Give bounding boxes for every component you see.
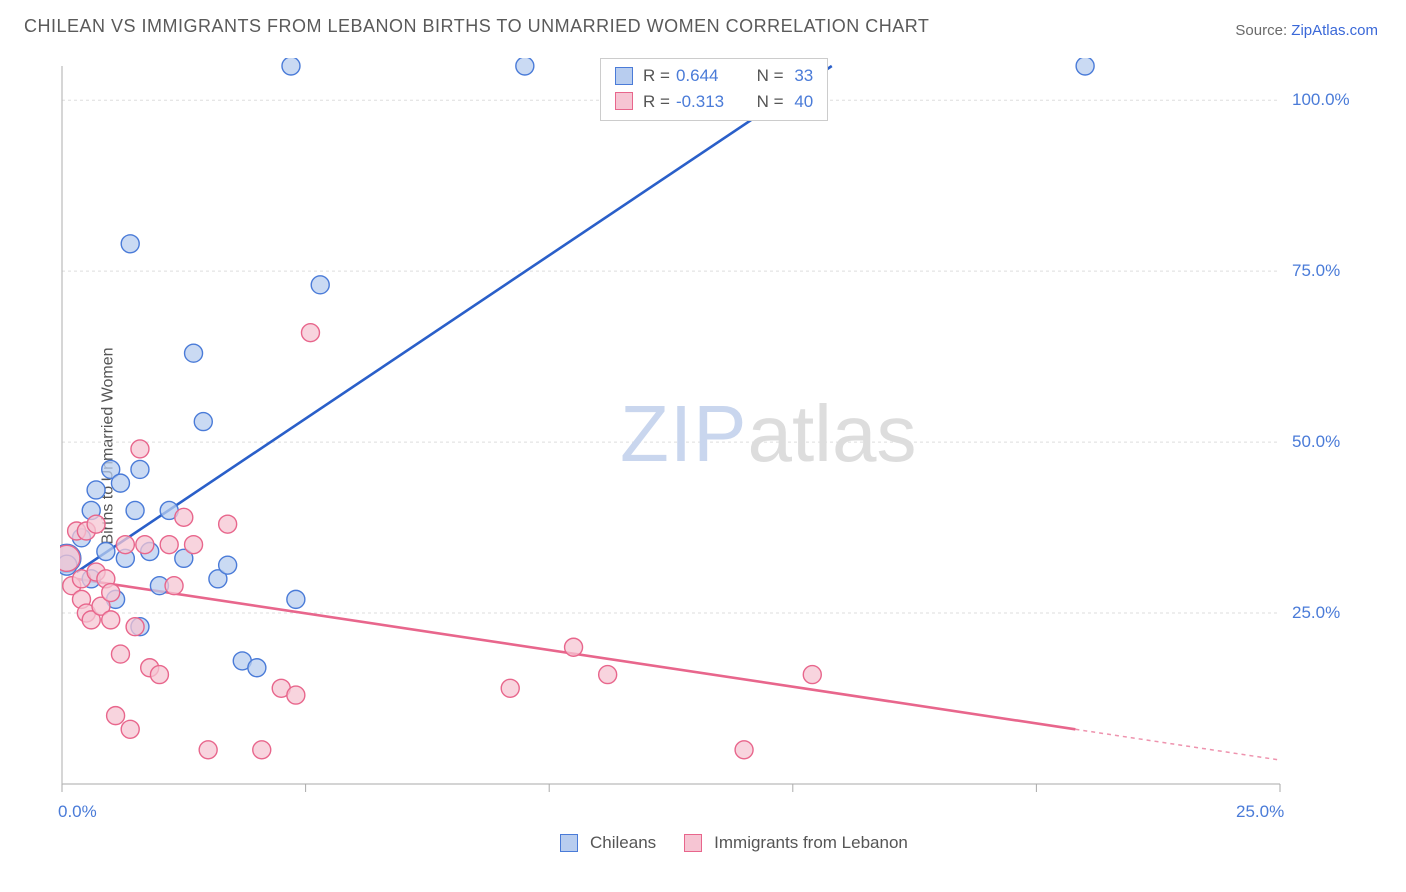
- legend-label: Chileans: [590, 833, 656, 853]
- data-point: [121, 720, 139, 738]
- data-point: [219, 515, 237, 533]
- data-point: [111, 645, 129, 663]
- data-point: [150, 666, 168, 684]
- n-value: 33: [790, 63, 814, 89]
- series-swatch: [615, 92, 633, 110]
- data-point: [131, 460, 149, 478]
- data-point: [107, 707, 125, 725]
- stats-row: R =0.644 N = 33: [615, 63, 813, 89]
- y-tick-label: 100.0%: [1292, 90, 1350, 110]
- data-point: [803, 666, 821, 684]
- series-swatch: [615, 67, 633, 85]
- data-point: [165, 577, 183, 595]
- data-point: [102, 611, 120, 629]
- legend-label: Immigrants from Lebanon: [714, 833, 908, 853]
- data-point: [501, 679, 519, 697]
- data-point: [599, 666, 617, 684]
- scatter-chart: ZIPatlas R =0.644 N = 33R =-0.313 N = 40…: [60, 58, 1340, 828]
- data-point: [311, 276, 329, 294]
- data-point: [87, 481, 105, 499]
- chart-svg: [60, 58, 1340, 828]
- y-tick-label: 50.0%: [1292, 432, 1340, 452]
- stats-row: R =-0.313 N = 40: [615, 89, 813, 115]
- correlation-stats-box: R =0.644 N = 33R =-0.313 N = 40: [600, 58, 828, 121]
- data-point: [301, 324, 319, 342]
- r-label: R =: [643, 63, 670, 89]
- data-point: [175, 508, 193, 526]
- data-point: [126, 501, 144, 519]
- data-point: [160, 536, 178, 554]
- chart-title: CHILEAN VS IMMIGRANTS FROM LEBANON BIRTH…: [24, 16, 929, 37]
- data-point: [116, 536, 134, 554]
- data-point: [194, 413, 212, 431]
- data-point: [735, 741, 753, 759]
- series-legend: Chileans Immigrants from Lebanon: [560, 833, 908, 853]
- series-swatch: [684, 834, 702, 852]
- source-label: Source:: [1235, 22, 1291, 39]
- data-point: [60, 545, 80, 571]
- series-swatch: [560, 834, 578, 852]
- data-point: [287, 686, 305, 704]
- r-label: R =: [643, 89, 670, 115]
- n-value: 40: [790, 89, 814, 115]
- data-point: [102, 584, 120, 602]
- data-point: [121, 235, 139, 253]
- data-point: [253, 741, 271, 759]
- data-point: [287, 590, 305, 608]
- y-tick-label: 75.0%: [1292, 261, 1340, 281]
- data-point: [185, 344, 203, 362]
- data-point: [131, 440, 149, 458]
- data-point: [565, 638, 583, 656]
- source-link[interactable]: ZipAtlas.com: [1291, 22, 1378, 39]
- data-point: [136, 536, 154, 554]
- source-attribution: Source: ZipAtlas.com: [1235, 22, 1378, 39]
- r-value: 0.644: [676, 63, 746, 89]
- n-label: N =: [752, 63, 784, 89]
- y-tick-label: 25.0%: [1292, 603, 1340, 623]
- legend-item: Chileans: [560, 833, 656, 853]
- data-point: [97, 543, 115, 561]
- x-tick-label: 25.0%: [1236, 802, 1284, 822]
- r-value: -0.313: [676, 89, 746, 115]
- legend-item: Immigrants from Lebanon: [684, 833, 908, 853]
- data-point: [282, 58, 300, 75]
- n-label: N =: [752, 89, 784, 115]
- data-point: [126, 618, 144, 636]
- data-point: [516, 58, 534, 75]
- data-point: [248, 659, 266, 677]
- x-tick-label: 0.0%: [58, 802, 97, 822]
- data-point: [219, 556, 237, 574]
- data-point: [185, 536, 203, 554]
- data-point: [111, 474, 129, 492]
- data-point: [199, 741, 217, 759]
- data-point: [87, 515, 105, 533]
- data-point: [1076, 58, 1094, 75]
